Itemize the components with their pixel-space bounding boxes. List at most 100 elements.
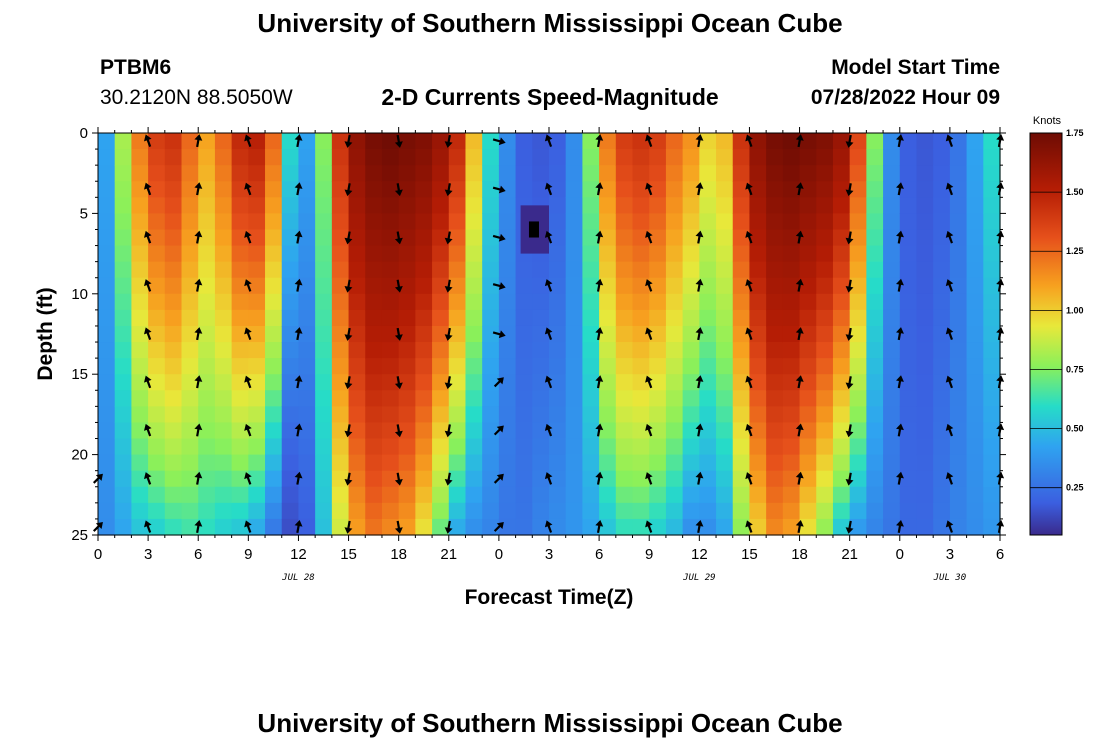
heat-cell [849,181,867,198]
heat-cell [916,165,934,182]
heat-cell [649,342,667,359]
heat-cell [615,518,634,536]
heat-cell [381,486,400,504]
heat-cell [465,229,483,247]
heat-cell [432,390,450,407]
heat-cell [732,470,751,488]
heat-cell [281,518,300,536]
heat-cell [131,518,149,536]
heat-cell [883,502,901,520]
heat-cell [281,470,300,488]
heat-cell [265,181,283,198]
heat-cell [565,502,583,520]
vector-head [896,182,904,189]
heat-cell [632,245,650,263]
date-labels: JUL 28 JUL 29 JUL 30 [281,573,966,583]
heat-cell [415,197,433,214]
heat-cell [632,374,650,391]
heat-cell [949,165,968,182]
heat-cell [498,133,517,150]
heat-cell [365,261,383,279]
heat-cell [331,309,350,327]
heat-cell [532,438,550,456]
heat-cell [114,406,132,424]
heat-cell [181,422,199,440]
heat-cell [231,406,249,424]
heat-cell [265,165,283,182]
heat-cell [599,486,617,504]
heat-cell [198,229,216,247]
heat-cell [398,438,416,456]
heat-cell [281,181,300,198]
heat-cell [766,518,784,536]
heat-cell [114,374,132,391]
heat-cell [131,422,149,440]
vector-head [845,189,854,197]
heat-cell [281,165,300,182]
heat-cell [933,149,951,166]
vector-arrow [492,185,506,194]
vector-head [896,471,904,479]
heat-cell [682,261,700,279]
heat-cell [749,470,767,488]
vector-arrow [444,231,453,245]
vector-arrow [194,230,203,244]
heat-cell [415,406,433,424]
heat-cell [916,518,934,536]
heat-cell [98,309,116,327]
heat-cell [682,358,700,375]
heat-cell [682,229,700,247]
vector-arrow [444,327,453,341]
heat-cell [532,358,550,375]
vector-head [896,278,904,286]
vector-head [244,423,252,431]
heat-cell [98,454,116,472]
heat-cell [933,229,951,247]
vector-head [945,472,954,480]
heat-cell [348,245,366,263]
heat-cell [482,374,500,391]
heat-cell [131,502,149,520]
heat-cell [465,277,483,295]
heat-cell [682,422,700,440]
heat-cell [231,325,249,343]
heat-cell [782,213,801,231]
heat-cell [281,133,300,150]
x-tick-label: 0 [495,546,503,563]
heat-cell [916,470,934,488]
heat-cell [432,149,450,166]
heat-cell [699,245,717,263]
vector-head [194,327,203,334]
heat-cell [782,277,801,295]
heat-cell [832,245,851,263]
vector-head [745,472,753,480]
heat-cell [515,470,533,488]
heat-cell [381,213,400,231]
heat-cell [331,454,350,472]
heat-cell [348,309,366,327]
heat-cell [916,374,934,391]
heat-cell [432,213,450,231]
heat-cell [549,245,567,263]
heat-cell [816,229,834,247]
heat-cell [565,518,583,536]
heat-cell [983,454,1001,472]
heat-cell [799,422,817,440]
heat-cell [749,422,767,440]
heat-cell [782,486,801,504]
heat-cell [782,358,801,375]
vector-head [244,279,252,287]
heat-cell [265,422,283,440]
heat-cell [482,293,500,311]
heat-cell [348,374,366,391]
heat-cell [348,181,366,198]
vector-arrow [645,375,653,389]
heat-cell [315,229,333,247]
vector-arrow [344,472,353,486]
heat-cell [782,309,801,327]
heat-cell [415,486,433,504]
heat-cell [465,342,483,359]
heat-cell [265,197,283,214]
heat-cell [231,502,249,520]
heat-cell [565,325,583,343]
